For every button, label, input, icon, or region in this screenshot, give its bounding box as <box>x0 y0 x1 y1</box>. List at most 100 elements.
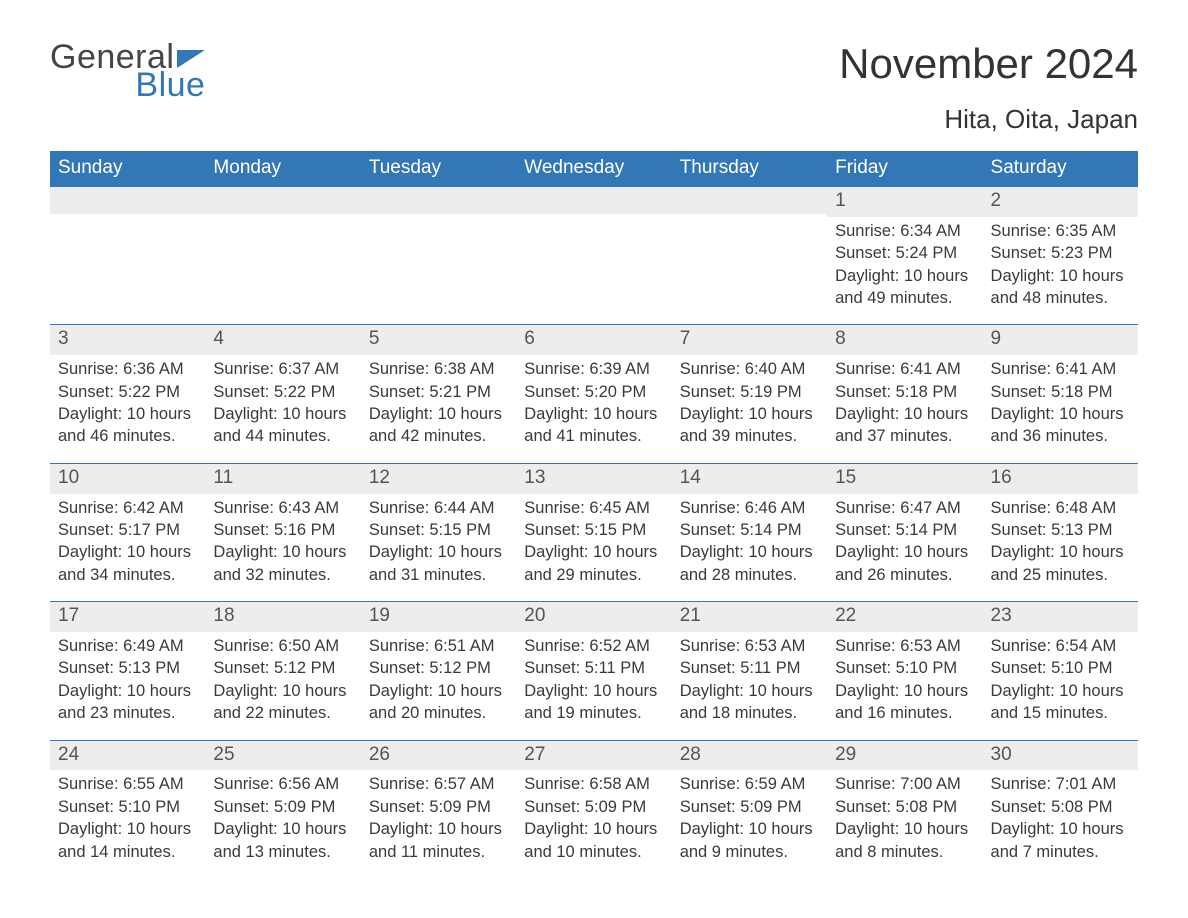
day-d1: Daylight: 10 hours <box>524 681 663 702</box>
day-cell: 17Sunrise: 6:49 AMSunset: 5:13 PMDayligh… <box>50 602 205 739</box>
day-d2: and 34 minutes. <box>58 565 197 586</box>
day-body: Sunrise: 6:45 AMSunset: 5:15 PMDaylight:… <box>516 494 671 602</box>
day-cell: 14Sunrise: 6:46 AMSunset: 5:14 PMDayligh… <box>672 464 827 601</box>
week-row: 10Sunrise: 6:42 AMSunset: 5:17 PMDayligh… <box>50 463 1138 601</box>
day-d2: and 42 minutes. <box>369 426 508 447</box>
day-sunset: Sunset: 5:16 PM <box>213 520 352 541</box>
day-sunset: Sunset: 5:10 PM <box>58 797 197 818</box>
day-d1: Daylight: 10 hours <box>680 404 819 425</box>
week-row: 24Sunrise: 6:55 AMSunset: 5:10 PMDayligh… <box>50 740 1138 878</box>
day-cell: 5Sunrise: 6:38 AMSunset: 5:21 PMDaylight… <box>361 325 516 462</box>
day-d1: Daylight: 10 hours <box>213 819 352 840</box>
day-sunset: Sunset: 5:19 PM <box>680 382 819 403</box>
day-sunset: Sunset: 5:09 PM <box>680 797 819 818</box>
day-cell: 4Sunrise: 6:37 AMSunset: 5:22 PMDaylight… <box>205 325 360 462</box>
day-body: Sunrise: 6:52 AMSunset: 5:11 PMDaylight:… <box>516 632 671 740</box>
day-sunset: Sunset: 5:15 PM <box>524 520 663 541</box>
day-cell: 8Sunrise: 6:41 AMSunset: 5:18 PMDaylight… <box>827 325 982 462</box>
day-number: 2 <box>983 187 1138 217</box>
day-cell: 26Sunrise: 6:57 AMSunset: 5:09 PMDayligh… <box>361 741 516 878</box>
day-sunset: Sunset: 5:12 PM <box>213 658 352 679</box>
day-d1: Daylight: 10 hours <box>680 542 819 563</box>
day-d1: Daylight: 10 hours <box>680 819 819 840</box>
day-body: Sunrise: 6:53 AMSunset: 5:11 PMDaylight:… <box>672 632 827 740</box>
day-body: Sunrise: 6:36 AMSunset: 5:22 PMDaylight:… <box>50 355 205 463</box>
day-number: 18 <box>205 602 360 632</box>
day-cell <box>516 187 671 324</box>
day-d1: Daylight: 10 hours <box>524 542 663 563</box>
day-sunrise: Sunrise: 6:43 AM <box>213 498 352 519</box>
day-d1: Daylight: 10 hours <box>213 542 352 563</box>
day-body: Sunrise: 6:53 AMSunset: 5:10 PMDaylight:… <box>827 632 982 740</box>
day-d1: Daylight: 10 hours <box>58 542 197 563</box>
day-body: Sunrise: 6:57 AMSunset: 5:09 PMDaylight:… <box>361 770 516 878</box>
day-number: 1 <box>827 187 982 217</box>
day-cell: 15Sunrise: 6:47 AMSunset: 5:14 PMDayligh… <box>827 464 982 601</box>
day-sunset: Sunset: 5:10 PM <box>991 658 1130 679</box>
day-sunset: Sunset: 5:21 PM <box>369 382 508 403</box>
day-sunset: Sunset: 5:17 PM <box>58 520 197 541</box>
day-sunrise: Sunrise: 6:59 AM <box>680 774 819 795</box>
day-sunset: Sunset: 5:09 PM <box>524 797 663 818</box>
day-d1: Daylight: 10 hours <box>680 681 819 702</box>
day-cell: 18Sunrise: 6:50 AMSunset: 5:12 PMDayligh… <box>205 602 360 739</box>
day-body: Sunrise: 6:48 AMSunset: 5:13 PMDaylight:… <box>983 494 1138 602</box>
day-body: Sunrise: 6:47 AMSunset: 5:14 PMDaylight:… <box>827 494 982 602</box>
day-sunset: Sunset: 5:18 PM <box>991 382 1130 403</box>
day-number: 14 <box>672 464 827 494</box>
day-d1: Daylight: 10 hours <box>369 404 508 425</box>
day-sunrise: Sunrise: 6:53 AM <box>835 636 974 657</box>
day-sunrise: Sunrise: 7:00 AM <box>835 774 974 795</box>
day-body: Sunrise: 6:54 AMSunset: 5:10 PMDaylight:… <box>983 632 1138 740</box>
day-sunrise: Sunrise: 6:44 AM <box>369 498 508 519</box>
day-d2: and 19 minutes. <box>524 703 663 724</box>
day-sunrise: Sunrise: 6:55 AM <box>58 774 197 795</box>
day-number: 9 <box>983 325 1138 355</box>
day-sunrise: Sunrise: 6:42 AM <box>58 498 197 519</box>
brand-logo: General Blue <box>50 40 205 102</box>
day-body: Sunrise: 6:43 AMSunset: 5:16 PMDaylight:… <box>205 494 360 602</box>
day-header: Thursday <box>672 151 827 187</box>
day-number: 24 <box>50 741 205 771</box>
day-sunrise: Sunrise: 6:40 AM <box>680 359 819 380</box>
day-d1: Daylight: 10 hours <box>991 266 1130 287</box>
day-number: 11 <box>205 464 360 494</box>
day-d2: and 23 minutes. <box>58 703 197 724</box>
day-number: 28 <box>672 741 827 771</box>
day-d1: Daylight: 10 hours <box>58 681 197 702</box>
day-body: Sunrise: 6:39 AMSunset: 5:20 PMDaylight:… <box>516 355 671 463</box>
day-d2: and 37 minutes. <box>835 426 974 447</box>
day-number <box>516 187 671 214</box>
day-d2: and 46 minutes. <box>58 426 197 447</box>
day-body: Sunrise: 6:41 AMSunset: 5:18 PMDaylight:… <box>983 355 1138 463</box>
day-header: Monday <box>205 151 360 187</box>
day-sunrise: Sunrise: 6:39 AM <box>524 359 663 380</box>
day-d1: Daylight: 10 hours <box>991 542 1130 563</box>
day-body: Sunrise: 6:56 AMSunset: 5:09 PMDaylight:… <box>205 770 360 878</box>
day-cell <box>672 187 827 324</box>
day-cell: 10Sunrise: 6:42 AMSunset: 5:17 PMDayligh… <box>50 464 205 601</box>
day-cell: 23Sunrise: 6:54 AMSunset: 5:10 PMDayligh… <box>983 602 1138 739</box>
day-sunset: Sunset: 5:20 PM <box>524 382 663 403</box>
day-number: 17 <box>50 602 205 632</box>
day-header: Saturday <box>983 151 1138 187</box>
day-d2: and 39 minutes. <box>680 426 819 447</box>
day-body: Sunrise: 6:58 AMSunset: 5:09 PMDaylight:… <box>516 770 671 878</box>
day-sunrise: Sunrise: 6:58 AM <box>524 774 663 795</box>
day-cell <box>361 187 516 324</box>
title-block: November 2024 Hita, Oita, Japan <box>839 40 1138 145</box>
day-sunset: Sunset: 5:10 PM <box>835 658 974 679</box>
day-cell: 22Sunrise: 6:53 AMSunset: 5:10 PMDayligh… <box>827 602 982 739</box>
day-d2: and 29 minutes. <box>524 565 663 586</box>
day-number <box>205 187 360 214</box>
day-cell: 20Sunrise: 6:52 AMSunset: 5:11 PMDayligh… <box>516 602 671 739</box>
day-body: Sunrise: 6:34 AMSunset: 5:24 PMDaylight:… <box>827 217 982 325</box>
day-cell <box>205 187 360 324</box>
day-d1: Daylight: 10 hours <box>58 404 197 425</box>
day-body: Sunrise: 6:55 AMSunset: 5:10 PMDaylight:… <box>50 770 205 878</box>
day-d2: and 49 minutes. <box>835 288 974 309</box>
day-sunrise: Sunrise: 6:57 AM <box>369 774 508 795</box>
day-d2: and 8 minutes. <box>835 842 974 863</box>
day-number: 26 <box>361 741 516 771</box>
day-sunset: Sunset: 5:08 PM <box>835 797 974 818</box>
